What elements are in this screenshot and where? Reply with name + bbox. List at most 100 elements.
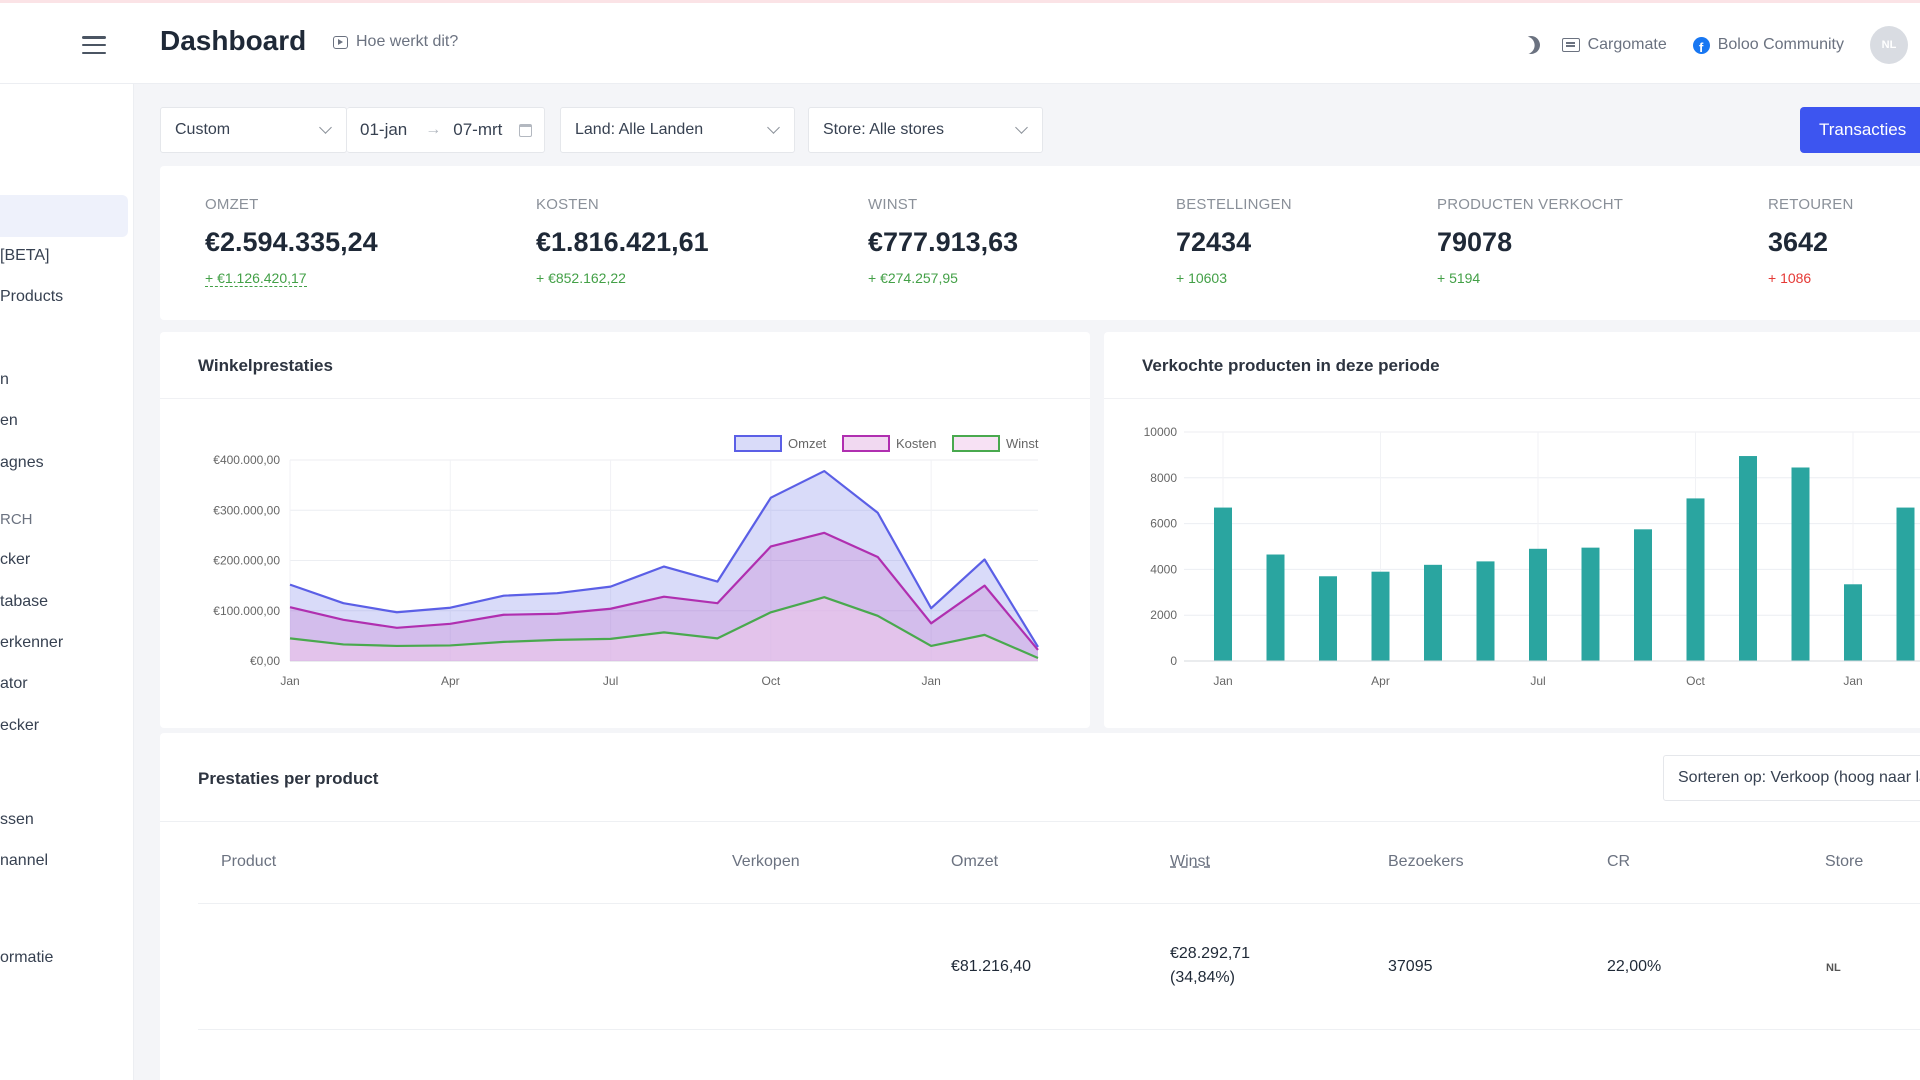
play-icon xyxy=(333,35,348,49)
divider xyxy=(160,398,1090,399)
chat-icon xyxy=(1561,38,1580,52)
bar-chart: 0 2000 4000 6000 8000 10000 Jan Apr Jul Oct Jan xyxy=(1144,425,1920,688)
kpi-value: 79078 xyxy=(1437,227,1513,257)
table-title: Prestaties per product xyxy=(198,769,379,788)
sidebar-item-checker[interactable]: ecker xyxy=(0,717,40,734)
chevron-down-icon xyxy=(767,121,780,134)
facebook-icon: f xyxy=(1692,36,1710,54)
y-tick-label: 0 xyxy=(1170,654,1177,668)
legend-swatch xyxy=(734,435,782,452)
sidebar-item-13[interactable]: ssen xyxy=(0,811,34,828)
kpi-delta: + €274.257,95 xyxy=(868,270,958,286)
sidebar-item-calculator[interactable]: ator xyxy=(0,675,28,692)
transactions-button[interactable]: Transacties xyxy=(1800,107,1920,153)
kpi-label: OMZET xyxy=(205,196,259,213)
sidebar-item-channel[interactable]: nannel xyxy=(0,852,49,869)
product-performance-card: Prestaties per product Sorteren op: Verk… xyxy=(160,733,1920,1080)
kpi-label: KOSTEN xyxy=(536,196,599,213)
sidebar-item-4[interactable]: en xyxy=(0,412,18,429)
bar xyxy=(1581,547,1600,661)
bar xyxy=(1424,564,1442,661)
x-tick-label: Jul xyxy=(603,674,618,688)
col-store[interactable]: Store xyxy=(1825,853,1864,870)
country-value: Land: Alle Landen xyxy=(575,121,704,138)
cargomate-label: Cargomate xyxy=(1587,36,1667,53)
bar xyxy=(1844,584,1862,661)
x-tick-label: Apr xyxy=(1371,674,1390,688)
help-link[interactable]: Hoe werkt dit? xyxy=(333,33,458,51)
date-from: 01-jan xyxy=(360,120,408,139)
line-winst xyxy=(289,596,1039,659)
chart-title: Winkelprestaties xyxy=(198,356,333,375)
line-kosten xyxy=(289,531,1039,651)
bar xyxy=(1214,507,1232,661)
kpi-producten-verkocht: PRODUCTEN VERKOCHT 79078 + 5194 xyxy=(1437,196,1623,286)
area-winst xyxy=(290,597,1038,661)
sidebar-section-research: RCH xyxy=(0,511,33,528)
x-tick-label: Jan xyxy=(1843,674,1862,688)
x-tick-label: Apr xyxy=(441,674,460,688)
cell-winst: €28.292,71 xyxy=(1170,945,1251,962)
x-tick-label: Oct xyxy=(762,674,781,688)
y-tick-label: €0,00 xyxy=(250,654,280,668)
bar xyxy=(1739,456,1757,661)
sidebar-item-beta[interactable]: [BETA] xyxy=(0,247,50,264)
bar xyxy=(1634,529,1652,661)
store-select[interactable]: Store: Alle stores xyxy=(808,107,1043,153)
sidebar-item-campagnes[interactable]: agnes xyxy=(0,454,44,471)
legend-label: Winst xyxy=(1006,436,1039,451)
store-value: Store: Alle stores xyxy=(823,121,944,138)
menu-icon[interactable] xyxy=(82,36,106,54)
y-tick-label: 4000 xyxy=(1150,562,1177,576)
x-tick-label: Jan xyxy=(921,674,940,688)
sidebar-item-tracker[interactable]: cker xyxy=(0,551,31,568)
moon-icon[interactable] xyxy=(1519,33,1543,57)
products-sold-card: Verkochte producten in deze periode 0 200… xyxy=(1104,332,1920,728)
x-tick-label: Jul xyxy=(1530,674,1545,688)
community-link[interactable]: f Boloo Community xyxy=(1692,36,1844,54)
kpi-label: BESTELLINGEN xyxy=(1176,196,1292,213)
chevron-down-icon xyxy=(1015,121,1028,134)
cell-cr: 22,00% xyxy=(1607,958,1662,975)
line-omzet xyxy=(289,469,1039,648)
sidebar-item-active[interactable] xyxy=(0,195,128,237)
kpi-omzet: OMZET €2.594.335,24 + €1.126.420,17 xyxy=(205,196,378,288)
page-title: Dashboard xyxy=(160,25,307,56)
cargomate-link[interactable]: Cargomate xyxy=(1561,36,1667,54)
y-tick-label: €300.000,00 xyxy=(213,503,280,517)
y-tick-label: €100.000,00 xyxy=(213,604,280,618)
sidebar-item-herkenner[interactable]: erkenner xyxy=(0,634,64,651)
country-select[interactable]: Land: Alle Landen xyxy=(560,107,795,153)
kpi-delta: + €852.162,22 xyxy=(536,270,626,286)
date-range-picker[interactable]: 01-jan → 07-mrt xyxy=(347,107,545,153)
col-bezoekers[interactable]: Bezoekers xyxy=(1388,853,1464,870)
calendar-icon xyxy=(519,124,532,137)
bar xyxy=(1529,548,1547,661)
sort-select[interactable]: Sorteren op: Verkoop (hoog naar laag) xyxy=(1663,755,1920,801)
area-chart: €0,00 €100.000,00 €200.000,00 €300.000,00 €4… xyxy=(213,435,1039,688)
kpi-delta[interactable]: + €1.126.420,17 xyxy=(205,270,307,287)
legend-label: Kosten xyxy=(896,436,936,451)
bar xyxy=(1896,507,1915,661)
sidebar-item-3[interactable]: n xyxy=(0,371,9,388)
bar xyxy=(1371,571,1390,661)
sidebar-item-products[interactable]: Products xyxy=(0,288,64,305)
arrow-right-icon: → xyxy=(425,121,442,138)
col-omzet[interactable]: Omzet xyxy=(951,853,999,870)
kpi-retouren: RETOUREN 3642 + 1086 xyxy=(1768,196,1854,286)
col-winst[interactable]: Winst xyxy=(1170,853,1210,870)
col-product[interactable]: Product xyxy=(221,853,277,870)
cell-visitors: 37095 xyxy=(1388,958,1433,975)
sidebar-item-informatie[interactable]: ormatie xyxy=(0,949,54,966)
store-performance-card: Winkelprestaties €0,00 €100.000,00 €200.00… xyxy=(160,332,1090,728)
kpi-delta: + 1086 xyxy=(1768,270,1812,286)
avatar[interactable]: NL xyxy=(1870,26,1908,64)
period-select[interactable]: Custom xyxy=(160,107,347,153)
col-verkopen[interactable]: Verkopen xyxy=(732,853,800,870)
kpi-value: 3642 xyxy=(1768,227,1829,257)
col-cr[interactable]: CR xyxy=(1607,853,1631,870)
legend-swatch xyxy=(842,435,890,452)
sidebar-item-database[interactable]: tabase xyxy=(0,593,49,610)
bar xyxy=(1791,467,1810,661)
kpi-kosten: KOSTEN €1.816.421,61 + €852.162,22 xyxy=(536,196,709,286)
